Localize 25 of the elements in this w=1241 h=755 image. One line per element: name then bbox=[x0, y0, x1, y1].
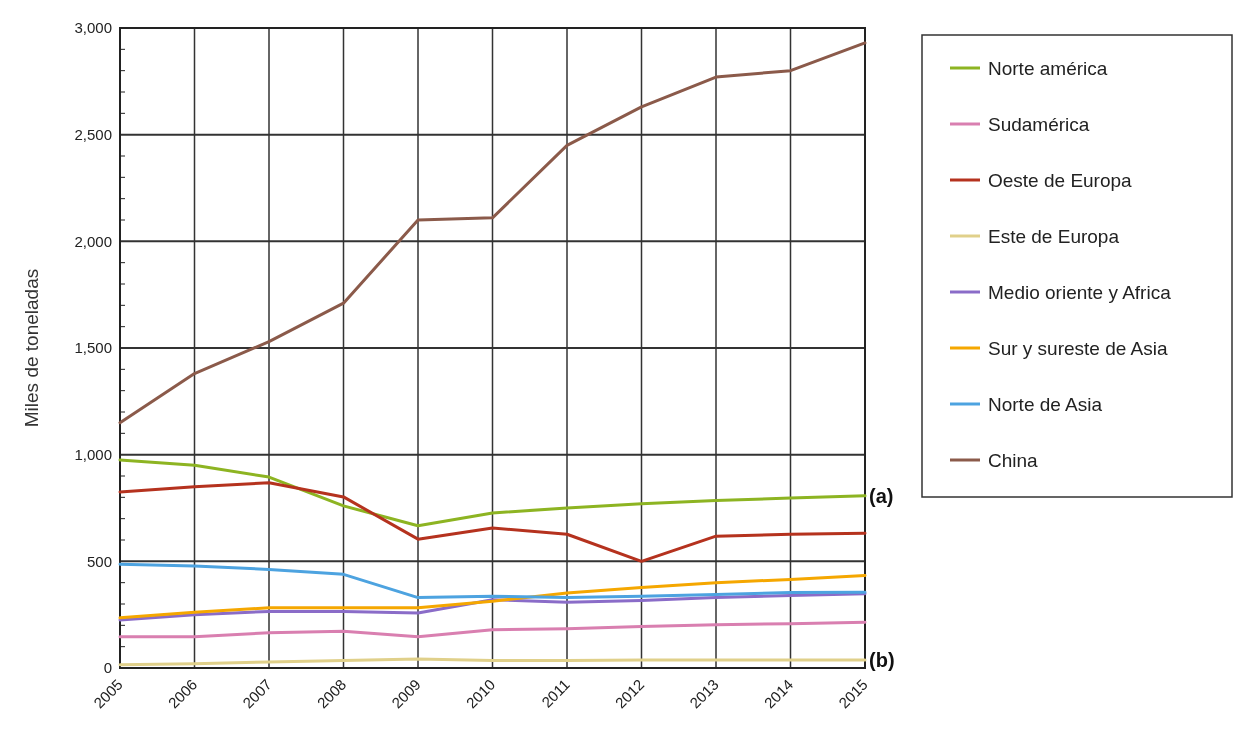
annotation: (b) bbox=[869, 648, 895, 671]
legend-label: Norte de Asia bbox=[988, 393, 1103, 415]
legend-label: Oeste de Europa bbox=[988, 169, 1133, 191]
legend-label: China bbox=[988, 449, 1039, 471]
annotation: (a) bbox=[869, 484, 894, 507]
y-axis-title: Miles de toneladas bbox=[21, 268, 42, 428]
line-series bbox=[118, 481, 867, 563]
y-tick-label: 1,500 bbox=[74, 339, 112, 357]
y-tick-label: 2,000 bbox=[74, 232, 112, 250]
y-tick-label: 0 bbox=[103, 659, 112, 677]
y-tick-label: 500 bbox=[86, 552, 112, 570]
y-tick-label: 1,000 bbox=[74, 445, 112, 463]
legend-label: Norte américa bbox=[988, 57, 1108, 79]
line-series bbox=[118, 592, 867, 622]
line-series bbox=[118, 41, 867, 425]
y-tick-label: 3,000 bbox=[74, 19, 112, 37]
line-series bbox=[118, 573, 867, 620]
legend-label: Este de Europa bbox=[988, 225, 1120, 247]
line-series bbox=[118, 620, 867, 639]
line-series bbox=[118, 562, 867, 600]
line-series bbox=[118, 458, 867, 528]
legend-label: Sudamérica bbox=[988, 113, 1090, 135]
legend-label: Medio oriente y Africa bbox=[988, 281, 1172, 303]
legend-label: Sur y sureste de Asia bbox=[988, 337, 1168, 359]
y-tick-label: 2,500 bbox=[74, 125, 112, 143]
